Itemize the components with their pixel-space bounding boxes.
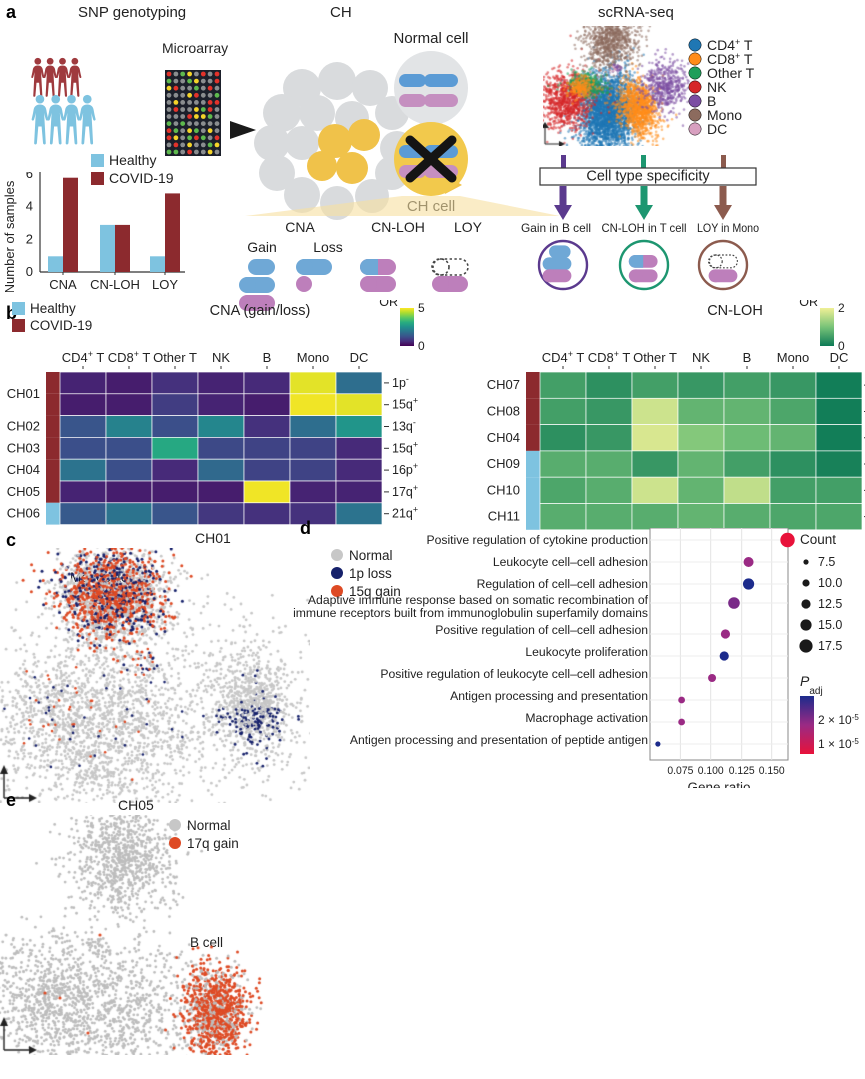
svg-text:Gain in B cell: Gain in B cell bbox=[521, 221, 591, 235]
svg-text:LOY in Mono: LOY in Mono bbox=[697, 221, 759, 235]
svg-text:CN-LOH in T cell: CN-LOH in T cell bbox=[602, 221, 687, 235]
svg-text:Cell type specificity: Cell type specificity bbox=[586, 169, 710, 185]
